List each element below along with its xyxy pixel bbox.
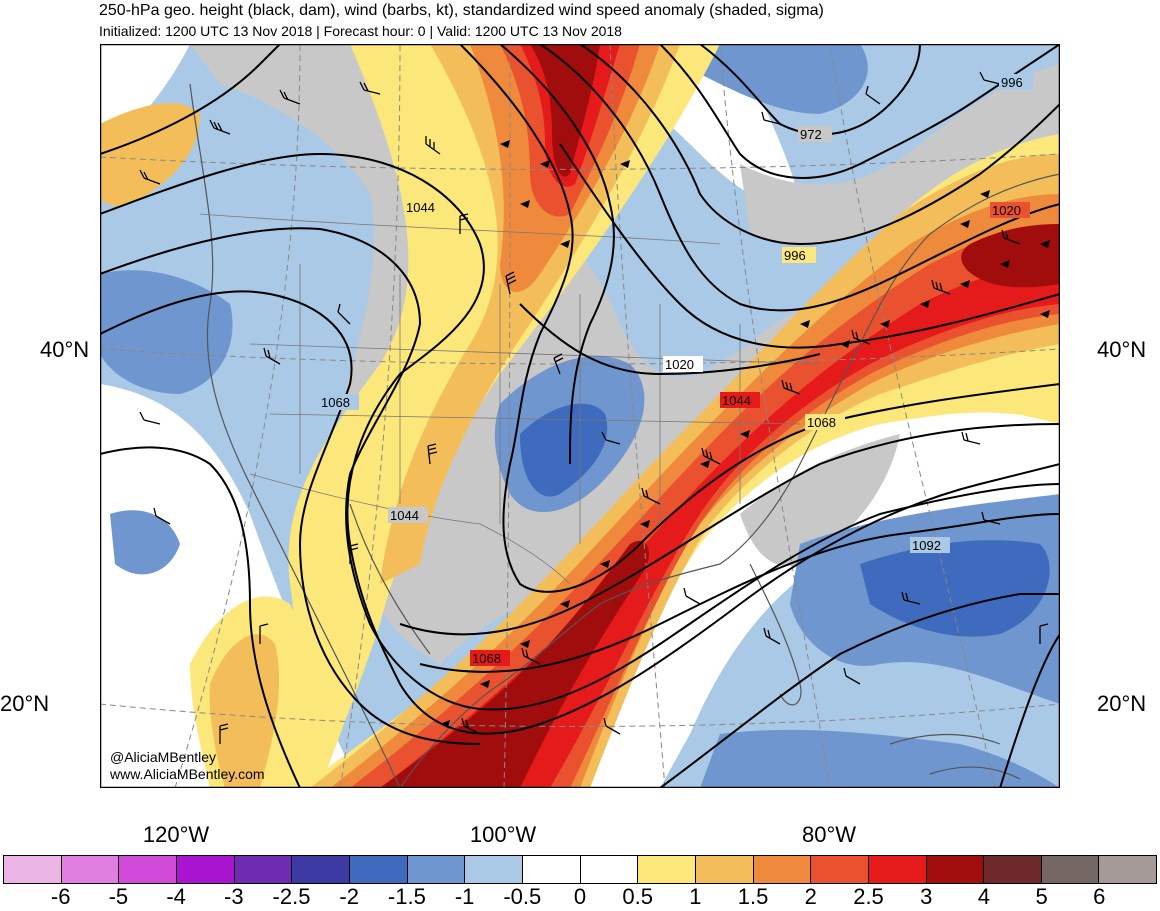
colorbar-swatch [465, 856, 523, 883]
colorbar-label: 2.5 [853, 884, 884, 909]
wind-barb-pennants [440, 140, 1050, 728]
colorbar-swatch [638, 856, 696, 883]
colorbar-label: 6 [1093, 884, 1106, 909]
land-gray-region [740, 434, 900, 566]
anomaly-negative-region [100, 270, 233, 394]
contour-label: 1044 [722, 393, 751, 408]
colorbar-swatch [868, 856, 927, 883]
anomaly-negative-region [520, 403, 608, 497]
colorbar-swatch [349, 856, 408, 883]
lon-label: 100°W [469, 822, 537, 847]
contour-label: 996 [1001, 75, 1023, 90]
colorbar-label: -6 [50, 884, 71, 909]
colorbar-swatch [580, 856, 639, 883]
contour-label: 972 [800, 127, 822, 142]
land-gray-region [740, 64, 1060, 245]
colorbar-swatch [695, 856, 754, 883]
lon-label: 120°W [142, 822, 210, 847]
colorbar-swatch [4, 856, 62, 883]
colorbar-label: 1.5 [737, 884, 769, 909]
colorbar-swatch [984, 856, 1042, 883]
contour-label: 1092 [912, 538, 941, 553]
colorbar [3, 855, 1157, 884]
credit-handle: @AliciaMBentley [110, 749, 217, 765]
contour-label: 1068 [321, 395, 350, 410]
political-borders [199, 213, 821, 585]
jet-streak-positive [270, 44, 720, 788]
height-contours [100, 44, 1060, 788]
jet-streak-positive [380, 540, 650, 788]
contour-label: 1044 [406, 200, 435, 215]
credit-website: www.AliciaMBentley.com [110, 766, 265, 782]
colorbar-label: -0.5 [503, 884, 542, 909]
colorbar-label: 1 [689, 884, 702, 909]
colorbar-label: 2 [804, 884, 817, 909]
lon-label: 80°W [801, 822, 857, 847]
coastlines [189, 83, 1060, 788]
colorbar-swatch [119, 856, 177, 883]
colorbar-swatch [1099, 856, 1157, 883]
colorbar-swatch [61, 856, 120, 883]
colorbar-swatch [811, 856, 869, 883]
lat-label-right: 40°N [1097, 337, 1147, 362]
contour-labels: 996 972 1044 1020 996 1020 1068 1044 106… [319, 74, 1033, 666]
colorbar-swatch [234, 856, 293, 883]
colorbar-swatch [292, 856, 350, 883]
contour-label: 1020 [665, 357, 694, 372]
colorbar-label: 0.5 [622, 884, 653, 909]
colorbar-label: -1 [454, 884, 475, 909]
weather-map: 996 972 1044 1020 996 1020 1068 1044 106… [100, 44, 1060, 788]
colorbar-swatch [753, 856, 812, 883]
contour-label: 996 [784, 248, 806, 263]
map-frame [100, 44, 1060, 788]
colorbar-label: 3 [920, 884, 933, 909]
anomaly-negative-region [680, 44, 868, 114]
colorbar-label: -5 [108, 884, 129, 909]
contour-label: 1068 [472, 651, 501, 666]
wind-barbs [139, 71, 1049, 744]
jet-streak-positive [960, 370, 1060, 424]
colorbar-label: 0 [573, 884, 587, 909]
contour-label: 1020 [992, 203, 1021, 218]
anomaly-negative-region [110, 510, 180, 575]
jet-streak-positive [961, 224, 1060, 288]
colorbar-label: -2.5 [272, 884, 311, 909]
colorbar-swatch [176, 856, 235, 883]
lat-label-right: 20°N [1097, 691, 1147, 716]
colorbar-label: -3 [224, 884, 244, 909]
colorbar-label: 5 [1035, 884, 1048, 909]
lat-label-left: 20°N [0, 691, 50, 716]
colorbar-swatch [926, 856, 985, 883]
map-subtitle: Initialized: 1200 UTC 13 Nov 2018 | Fore… [99, 23, 622, 39]
colorbar-label: -4 [166, 884, 186, 909]
contour-label: 1068 [807, 415, 836, 430]
colorbar-label: -2 [339, 884, 359, 909]
map-title: 250-hPa geo. height (black, dam), wind (… [99, 2, 824, 19]
colorbar-swatch [522, 856, 581, 883]
colorbar-label: -1.5 [387, 884, 426, 909]
anomaly-negative-region [860, 540, 1050, 637]
contour-label: 1044 [390, 508, 419, 523]
anomaly-negative-region [700, 729, 1060, 788]
graticule [100, 44, 1060, 788]
colorbar-swatch [407, 856, 466, 883]
colorbar-label: 4 [977, 884, 991, 909]
colorbar-swatch [1041, 856, 1100, 883]
jet-streak-positive [209, 634, 280, 788]
lat-label-left: 40°N [40, 337, 90, 362]
jet-streak-positive [100, 103, 200, 206]
